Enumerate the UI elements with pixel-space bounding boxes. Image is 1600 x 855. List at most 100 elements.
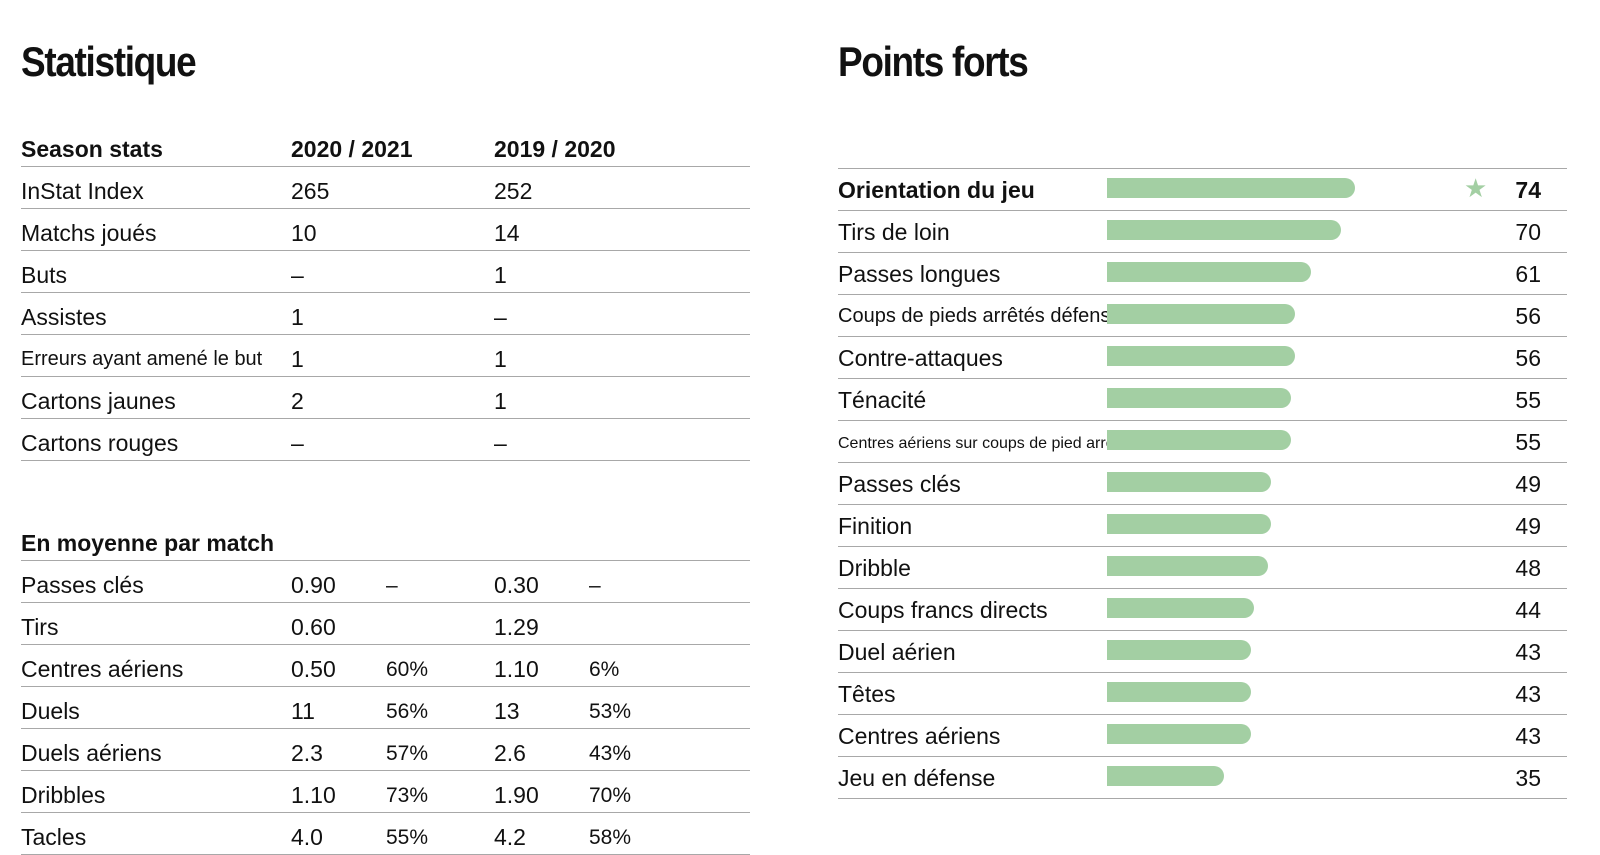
strength-bar (1107, 682, 1251, 702)
stat-percent: 58% (589, 826, 632, 849)
strengths-list: Orientation du jeu ★ 74 Tirs de loin 70 Passe… (838, 168, 1567, 799)
stat-value: 14 (494, 220, 520, 246)
stat-value: 265 (291, 178, 330, 204)
strength-row: Dribble 48 (838, 547, 1567, 589)
stat-value: – (494, 304, 507, 330)
per-match-row: Duels 11 56% 13 53% (21, 687, 750, 729)
stat-label: InStat Index (21, 178, 144, 204)
strength-bar (1107, 514, 1271, 534)
season-2019-2020-label: 2019 / 2020 (494, 136, 616, 162)
strength-label: Coups de pieds arrêtés défensifs (838, 305, 1131, 327)
strength-bar (1107, 640, 1251, 660)
stat-value: 1.29 (494, 614, 539, 640)
stat-percent: 53% (589, 700, 632, 723)
strength-label: Centres aériens (838, 723, 1001, 749)
stat-value: 1 (291, 304, 304, 330)
strength-value: 49 (1515, 471, 1541, 497)
strength-label: Dribble (838, 555, 911, 581)
strength-row: Coups francs directs 44 (838, 589, 1567, 631)
strength-bar (1107, 724, 1251, 744)
strength-value: 55 (1515, 387, 1541, 413)
per-match-row: Passes clés 0.90 – 0.30 – (21, 561, 750, 603)
strength-value: 61 (1515, 261, 1541, 287)
stat-value: 1.90 (494, 782, 539, 808)
strength-bar (1107, 388, 1291, 408)
strength-row: Coups de pieds arrêtés défensifs 56 (838, 295, 1567, 337)
stat-value: 1 (494, 346, 507, 372)
strength-bar (1107, 766, 1224, 786)
strength-value: 48 (1515, 555, 1541, 581)
strength-bar (1107, 430, 1291, 450)
strength-label: Centres aériens sur coups de pied arrêté… (838, 435, 1136, 452)
stat-value: – (494, 430, 507, 456)
stat-label: Tirs (21, 614, 59, 640)
season-2020-2021-label: 2020 / 2021 (291, 136, 413, 162)
strength-label: Contre-attaques (838, 345, 1003, 371)
strength-row: Contre-attaques 56 (838, 337, 1567, 379)
per-match-header: En moyenne par match (21, 519, 750, 561)
season-stats-row: Assistes 1 – (21, 293, 750, 335)
stat-label: Matchs joués (21, 220, 157, 246)
stat-value: 2.6 (494, 740, 526, 766)
stat-label: Duels (21, 698, 80, 724)
strength-value: 43 (1515, 639, 1541, 665)
stat-value: 4.2 (494, 824, 526, 850)
strength-value: 70 (1515, 219, 1541, 245)
strength-bar (1107, 178, 1355, 198)
stat-percent: 43% (589, 742, 632, 765)
strength-row: Tirs de loin 70 (838, 211, 1567, 253)
per-match-row: Tacles 4.0 55% 4.2 58% (21, 813, 750, 855)
strength-bar (1107, 346, 1295, 366)
stat-percent: 73% (386, 784, 429, 807)
stat-percent: 70% (589, 784, 632, 807)
strength-row: Ténacité 55 (838, 379, 1567, 421)
stat-value: 0.50 (291, 656, 336, 682)
stat-label: Cartons rouges (21, 430, 179, 456)
stat-value: 1.10 (291, 782, 336, 808)
statistics-title: Statistique (21, 38, 197, 85)
strength-label: Jeu en défense (838, 765, 996, 791)
strength-bar (1107, 556, 1268, 576)
season-stats-row: Cartons jaunes 2 1 (21, 377, 750, 419)
stat-value: 0.60 (291, 614, 336, 640)
stat-value: 1.10 (494, 656, 539, 682)
strength-value: 44 (1515, 597, 1541, 623)
stat-label: Assistes (21, 304, 107, 330)
strength-label: Finition (838, 513, 913, 539)
season-stats-header: Season stats 2020 / 2021 2019 / 2020 (21, 125, 750, 167)
per-match-label: En moyenne par match (21, 530, 275, 556)
strength-value: 55 (1515, 429, 1541, 455)
star-icon: ★ (1464, 173, 1488, 203)
stat-value: 1 (291, 346, 304, 372)
stat-label: Buts (21, 262, 68, 288)
stat-value: 0.90 (291, 572, 336, 598)
strength-label: Passes longues (838, 261, 1001, 287)
season-stats-label: Season stats (21, 136, 163, 162)
stat-percent: 55% (386, 826, 429, 849)
stat-label: Tacles (21, 824, 87, 850)
per-match-row: Duels aériens 2.3 57% 2.6 43% (21, 729, 750, 771)
strength-row: Centres aériens 43 (838, 715, 1567, 757)
stat-value: – (291, 262, 304, 288)
strength-row: Orientation du jeu ★ 74 (838, 169, 1567, 211)
strength-bar (1107, 220, 1341, 240)
strength-label: Têtes (838, 681, 896, 707)
stat-label: Passes clés (21, 572, 144, 598)
strength-value: 43 (1515, 723, 1541, 749)
stat-value: 1 (494, 262, 507, 288)
season-stats-row: Matchs joués 10 14 (21, 209, 750, 251)
stat-value: – (291, 430, 304, 456)
stat-percent: – (386, 574, 398, 597)
season-stats-row: Erreurs ayant amené le but 1 1 (21, 335, 750, 377)
strength-value: 35 (1515, 765, 1541, 791)
strength-row: Jeu en défense 35 (838, 757, 1567, 799)
per-match-row: Dribbles 1.10 73% 1.90 70% (21, 771, 750, 813)
stat-percent: – (589, 574, 601, 597)
stat-value: 0.30 (494, 572, 539, 598)
stat-value: 2 (291, 388, 304, 414)
strength-label: Passes clés (838, 471, 961, 497)
stat-percent: 57% (386, 742, 429, 765)
season-stats-row: InStat Index 265 252 (21, 167, 750, 209)
strength-value: 56 (1515, 345, 1541, 371)
strength-value: 49 (1515, 513, 1541, 539)
